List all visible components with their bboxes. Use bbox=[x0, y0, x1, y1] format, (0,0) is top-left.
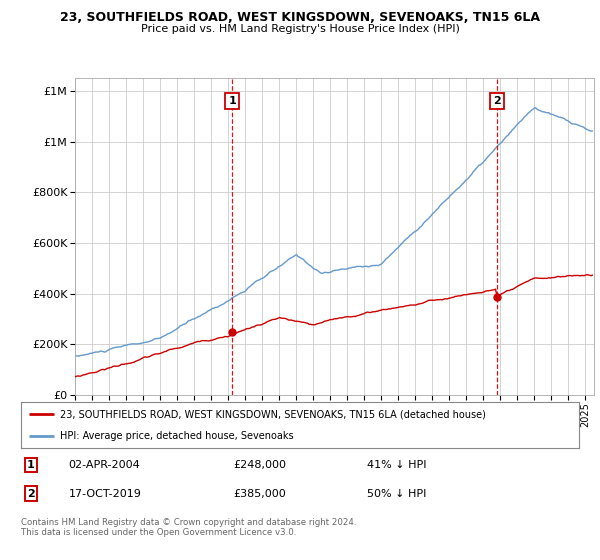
Text: 2: 2 bbox=[27, 489, 35, 499]
Text: 1: 1 bbox=[229, 96, 236, 106]
Text: £385,000: £385,000 bbox=[233, 489, 286, 499]
Text: 1: 1 bbox=[27, 460, 35, 470]
Text: 50% ↓ HPI: 50% ↓ HPI bbox=[367, 489, 427, 499]
Text: Price paid vs. HM Land Registry's House Price Index (HPI): Price paid vs. HM Land Registry's House … bbox=[140, 24, 460, 34]
Text: 41% ↓ HPI: 41% ↓ HPI bbox=[367, 460, 427, 470]
Text: £248,000: £248,000 bbox=[233, 460, 286, 470]
Text: HPI: Average price, detached house, Sevenoaks: HPI: Average price, detached house, Seve… bbox=[60, 431, 293, 441]
Text: 23, SOUTHFIELDS ROAD, WEST KINGSDOWN, SEVENOAKS, TN15 6LA: 23, SOUTHFIELDS ROAD, WEST KINGSDOWN, SE… bbox=[60, 11, 540, 24]
Text: 02-APR-2004: 02-APR-2004 bbox=[68, 460, 140, 470]
Text: 17-OCT-2019: 17-OCT-2019 bbox=[68, 489, 142, 499]
Text: Contains HM Land Registry data © Crown copyright and database right 2024.
This d: Contains HM Land Registry data © Crown c… bbox=[21, 518, 356, 538]
Text: 2: 2 bbox=[493, 96, 501, 106]
Text: 23, SOUTHFIELDS ROAD, WEST KINGSDOWN, SEVENOAKS, TN15 6LA (detached house): 23, SOUTHFIELDS ROAD, WEST KINGSDOWN, SE… bbox=[60, 409, 486, 419]
